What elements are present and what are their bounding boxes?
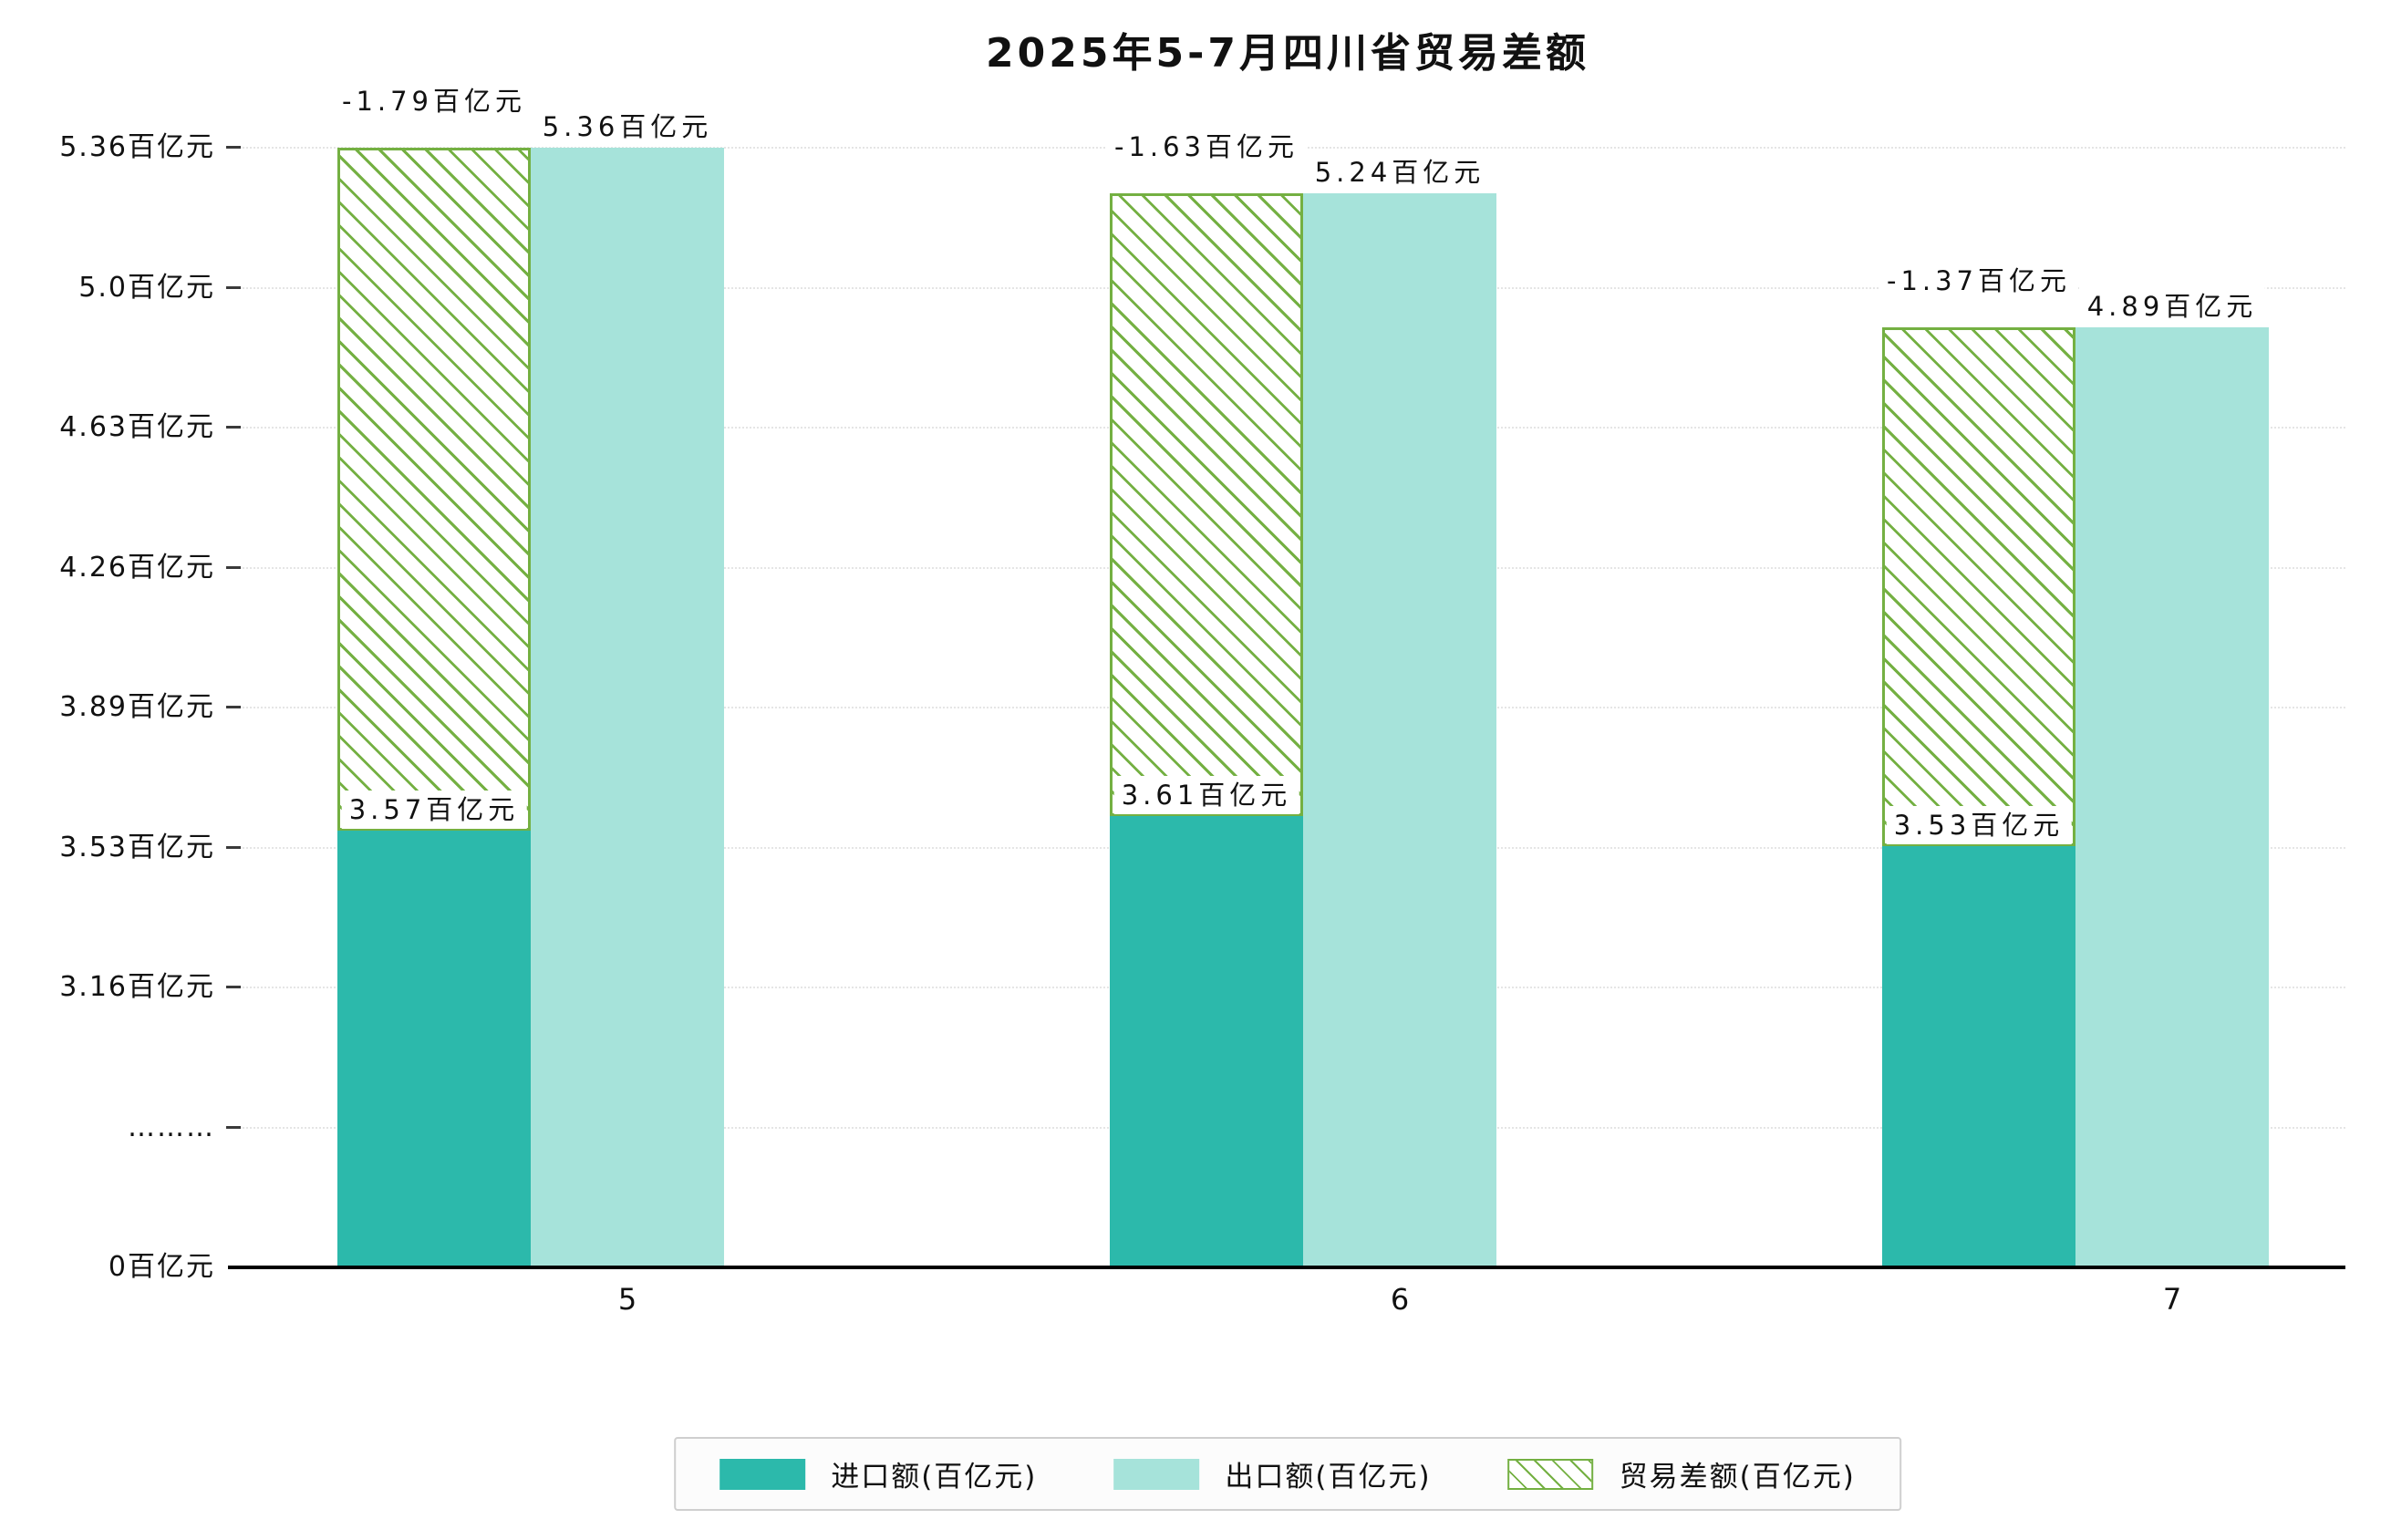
trade-balance-value-label: -1.79百亿元 — [334, 82, 534, 120]
x-axis-tick-label: 6 — [1390, 1282, 1410, 1317]
legend-label-export: 出口额(百亿元) — [1225, 1461, 1432, 1493]
legend-item-import: 进口额(百亿元) — [719, 1453, 1037, 1494]
y-axis-tick-mark — [226, 1125, 241, 1129]
y-axis-tick-label: ……… — [128, 1111, 215, 1143]
export-value-label: 5.36百亿元 — [534, 108, 720, 146]
y-axis-tick-mark — [226, 426, 241, 429]
y-axis-tick-mark — [226, 706, 241, 708]
y-axis-tick-label: 3.16百亿元 — [59, 971, 215, 1003]
legend-label-trade-balance: 贸易差额(百亿元) — [1619, 1461, 1856, 1493]
export-bar — [1303, 193, 1496, 1267]
import-value-label: 3.61百亿元 — [1113, 775, 1299, 814]
y-axis-tick-label: 0百亿元 — [108, 1251, 215, 1283]
export-value-label: 5.24百亿元 — [1307, 153, 1493, 192]
import-bar — [1110, 815, 1303, 1267]
trade-balance-bar — [337, 148, 531, 832]
x-axis-tick-label: 5 — [617, 1282, 637, 1317]
x-axis-line — [228, 1266, 2345, 1269]
trade-balance-value-label: -1.63百亿元 — [1106, 128, 1307, 167]
legend-swatch-export — [1113, 1458, 1200, 1490]
y-axis-tick-label: 5.36百亿元 — [59, 131, 215, 163]
y-axis-tick-mark — [226, 285, 241, 289]
trade-balance-bar — [1110, 193, 1303, 816]
import-bar — [1882, 846, 2075, 1267]
y-axis-tick-label: 3.89百亿元 — [59, 691, 215, 723]
legend-swatch-trade-balance — [1507, 1458, 1594, 1490]
export-bar — [2075, 326, 2269, 1267]
import-value-label: 3.53百亿元 — [1886, 806, 2072, 845]
legend-item-trade-balance: 贸易差额(百亿元) — [1507, 1453, 1856, 1494]
legend-swatch-import — [719, 1458, 806, 1490]
y-axis-tick-label: 3.53百亿元 — [59, 831, 215, 863]
import-value-label: 3.57百亿元 — [341, 791, 527, 830]
y-axis-tick-mark — [226, 146, 241, 149]
legend-label-import: 进口额(百亿元) — [831, 1461, 1038, 1493]
y-axis-tick-label: 4.63百亿元 — [59, 411, 215, 443]
y-axis-tick-mark — [226, 845, 241, 849]
y-axis-tick-mark — [226, 986, 241, 988]
y-axis-tick-label: 4.26百亿元 — [59, 551, 215, 584]
export-bar — [531, 148, 724, 1267]
chart-title: 2025年5-7月四川省贸易差额 — [986, 30, 1589, 77]
y-axis-tick-mark — [226, 565, 241, 569]
export-value-label: 4.89百亿元 — [2079, 286, 2265, 326]
trade-balance-value-label: -1.37百亿元 — [1879, 261, 2079, 300]
legend-item-export: 出口额(百亿元) — [1113, 1453, 1431, 1494]
trade-balance-bar — [1882, 326, 2075, 847]
import-bar — [337, 831, 531, 1267]
legend: 进口额(百亿元) 出口额(百亿元) 贸易差额(百亿元) — [674, 1437, 1901, 1511]
y-axis-tick-label: 5.0百亿元 — [78, 271, 215, 304]
x-axis-tick-label: 7 — [2162, 1282, 2182, 1317]
